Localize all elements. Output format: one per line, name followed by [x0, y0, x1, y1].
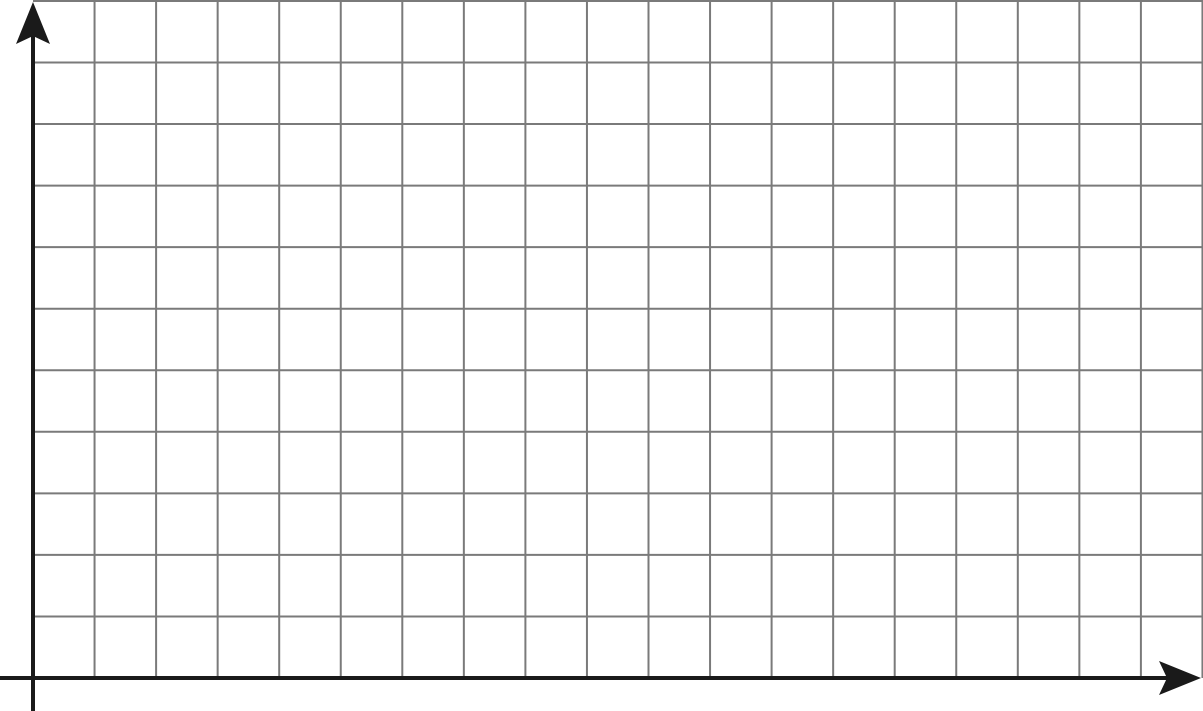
y-axis-arrowhead	[16, 2, 50, 44]
grid	[33, 0, 1203, 678]
x-axis-arrowhead	[1159, 661, 1201, 695]
